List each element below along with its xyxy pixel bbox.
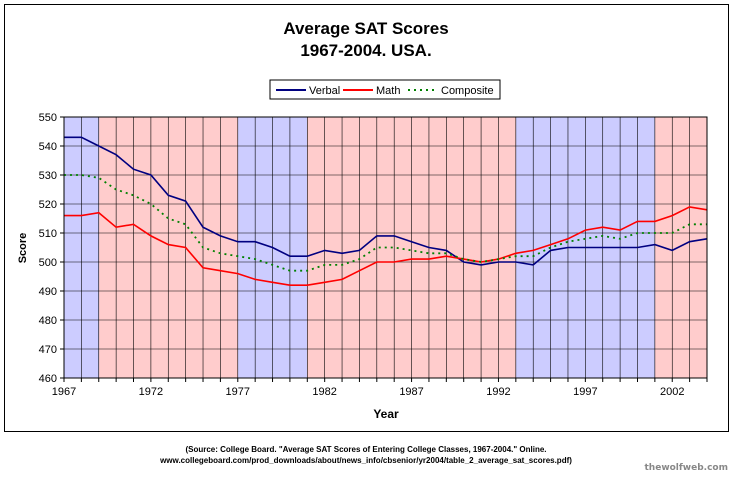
x-tick-label: 1982: [312, 386, 336, 398]
series-line-composite: [64, 174, 707, 272]
y-tick-label: 520: [39, 199, 57, 211]
legend-label-verbal: Verbal: [309, 85, 340, 97]
source-line-1: (Source: College Board. "Average SAT Sco…: [185, 445, 547, 454]
y-tick-label: 530: [39, 170, 57, 182]
x-tick-label: 1977: [226, 386, 250, 398]
series-lines: [64, 136, 708, 287]
watermark: thewolfweb.com: [644, 463, 729, 473]
y-tick-label: 500: [39, 257, 57, 269]
x-tick-label: 1987: [399, 386, 423, 398]
y-tick-label: 550: [39, 112, 57, 124]
legend-label-composite: Composite: [441, 85, 494, 97]
y-axis-label: Score: [17, 233, 29, 264]
y-tick-label: 490: [39, 286, 57, 298]
series-line-math: [64, 206, 708, 287]
x-tick-label: 1967: [52, 386, 76, 398]
chart-title: Average SAT Scores: [283, 19, 448, 38]
x-tick-label: 1972: [139, 386, 163, 398]
y-tick-label: 510: [39, 228, 57, 240]
x-tick-label: 1992: [486, 386, 510, 398]
y-tick-label: 540: [39, 141, 57, 153]
y-axis-ticks: 460 470 480 490 500 510 520 530 540 550: [39, 112, 64, 385]
x-axis-ticks: 1967 1972 1977 1982 1987 1992 1997 2002: [52, 378, 708, 398]
y-tick-label: 460: [39, 373, 57, 385]
source-line-2: www.collegeboard.com/prod_downloads/abou…: [160, 456, 572, 465]
legend: Verbal Math Composite: [269, 79, 501, 100]
series-line-verbal: [64, 136, 708, 266]
legend-label-math: Math: [376, 85, 400, 97]
x-tick-label: 1997: [573, 386, 597, 398]
chart-subtitle: 1967-2004. USA.: [300, 41, 431, 60]
x-tick-label: 2002: [660, 386, 684, 398]
plot-area-border: [63, 116, 708, 379]
y-tick-label: 470: [39, 344, 57, 356]
y-tick-label: 480: [39, 315, 57, 327]
x-axis-label: Year: [373, 407, 399, 421]
sat-chart: Average SAT Scores 1967-2004. USA. 460 47…: [17, 19, 708, 421]
source-note: (Source: College Board. "Average SAT Sco…: [0, 444, 732, 466]
